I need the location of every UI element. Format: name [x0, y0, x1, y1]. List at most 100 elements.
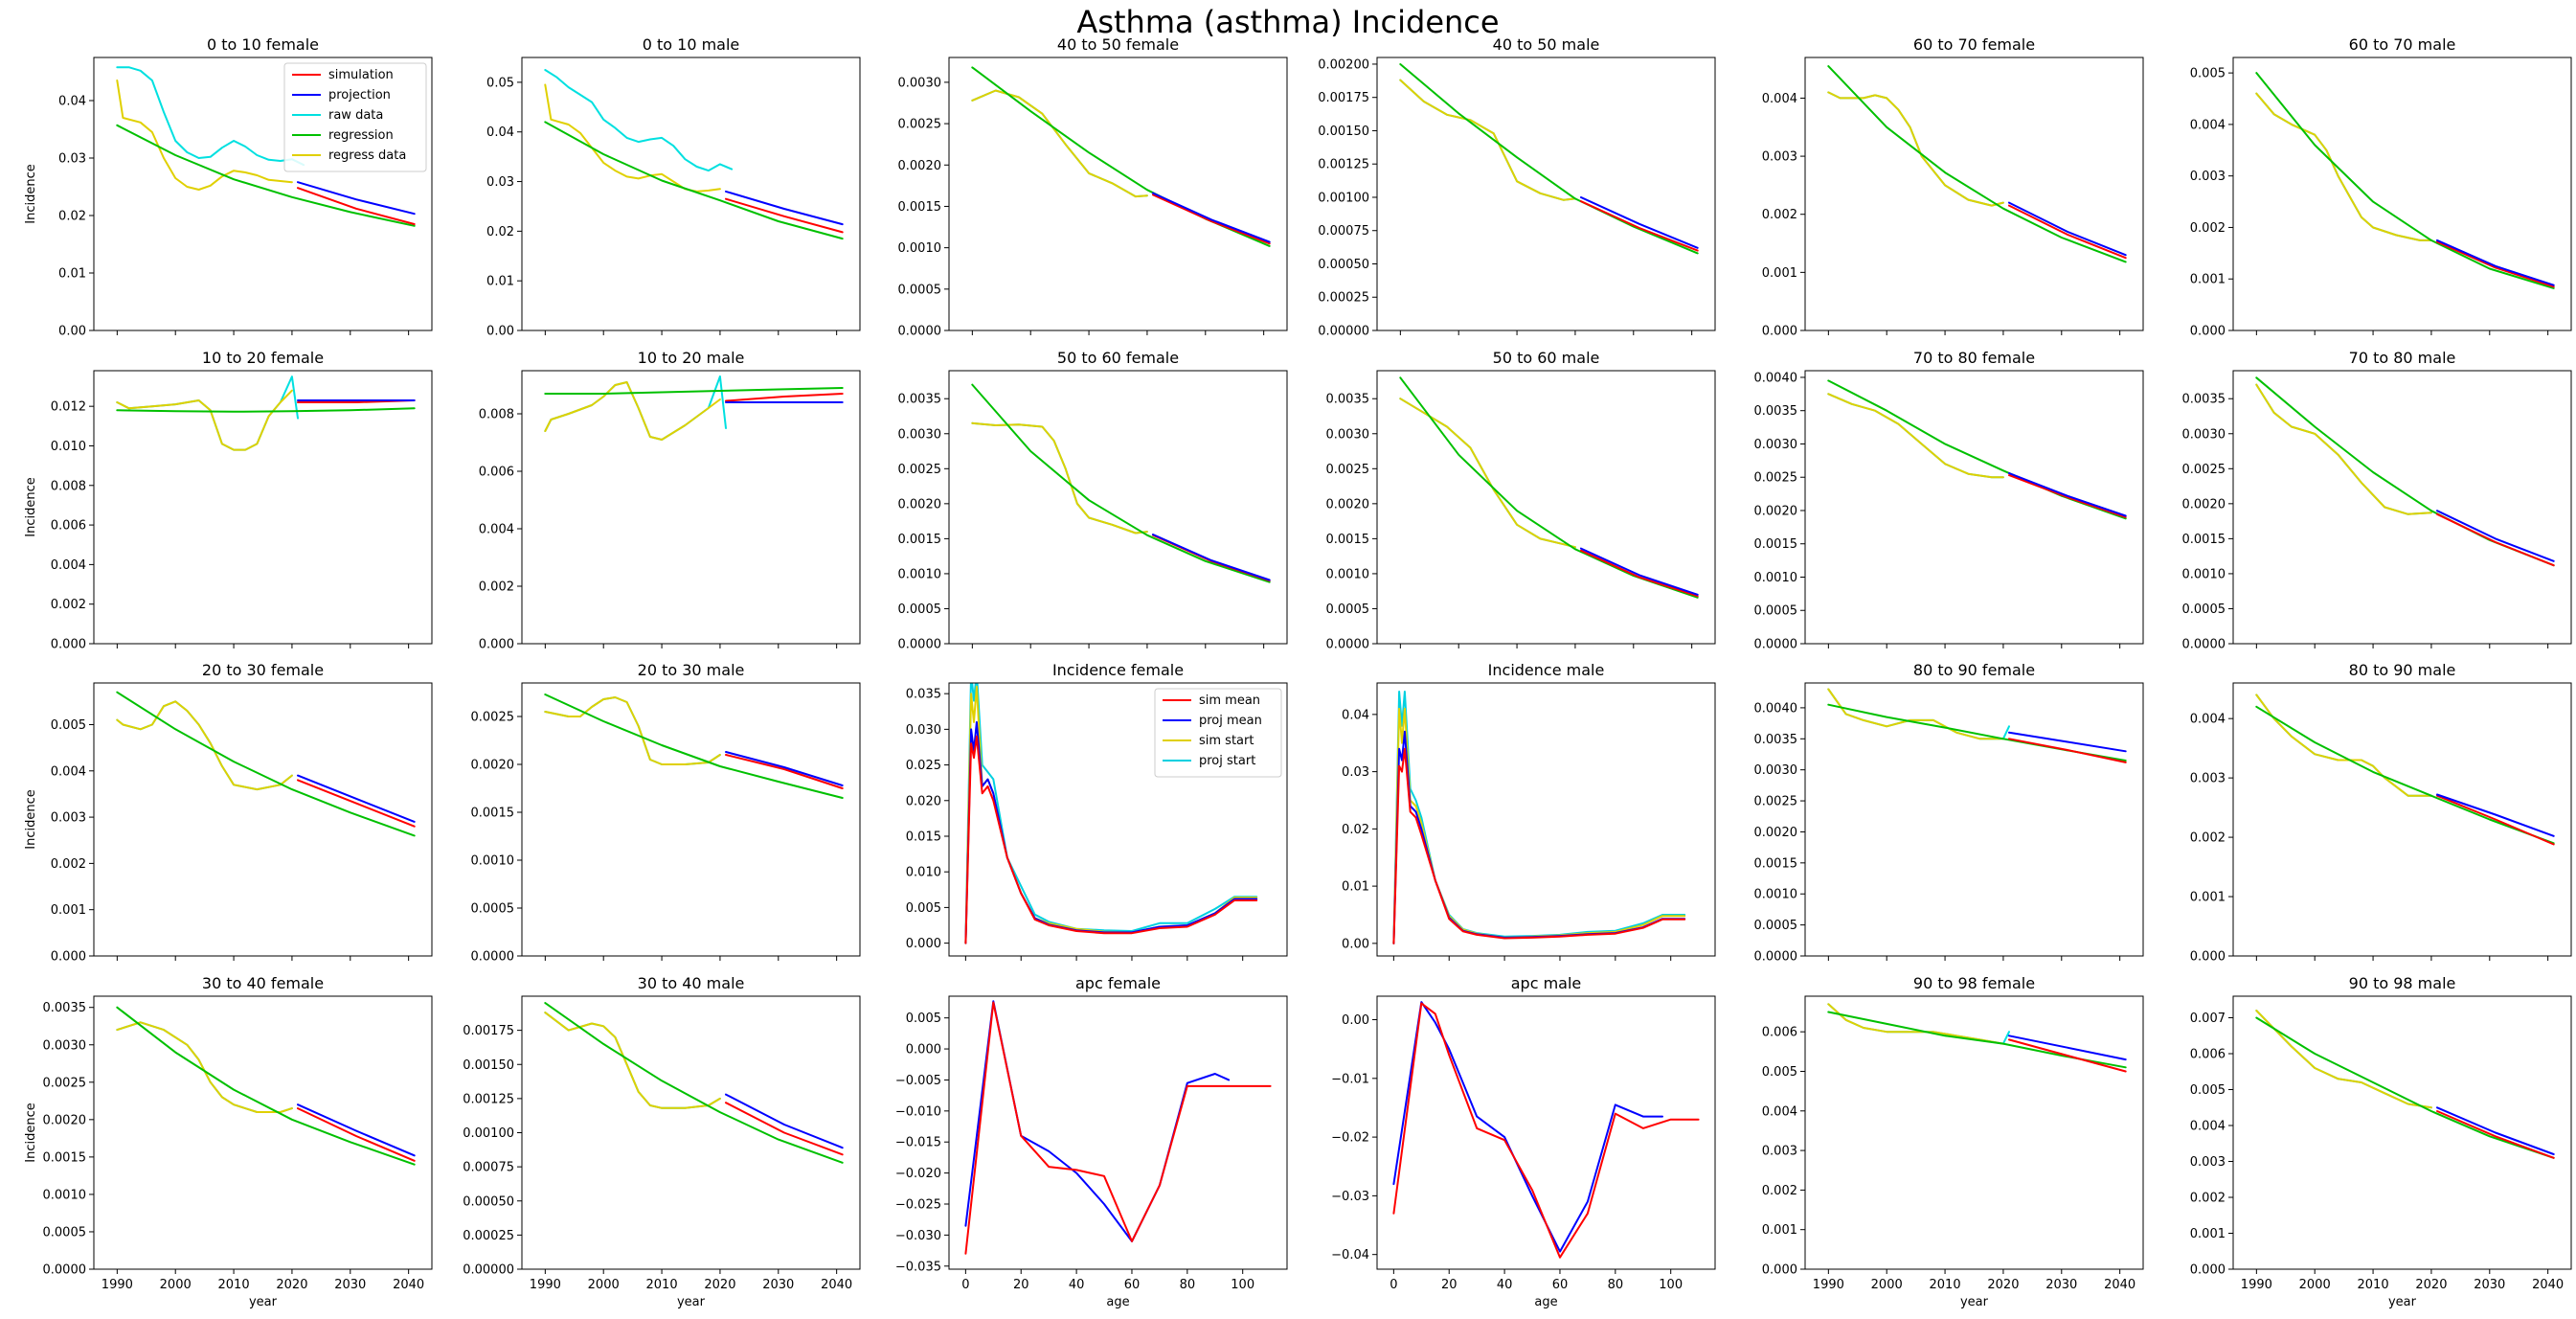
y-tick-label: 0.0030 [898, 427, 942, 442]
y-tick-label: 0.0025 [43, 1076, 87, 1090]
y-tick-label: 0.004 [51, 558, 86, 573]
series-line-simulation [2436, 240, 2555, 288]
panel-50-to-60-female: 50 to 60 female 0.0000 0.0005 0.0010 0.0015 0… [898, 349, 1288, 652]
y-tick-label: 0.0015 [471, 807, 515, 821]
y-tick-label: −0.025 [895, 1197, 941, 1212]
series-line-simulation [2008, 738, 2127, 763]
x-tick-label: 2040 [2532, 1278, 2564, 1292]
series-line-simulation [725, 1102, 844, 1156]
series-line-regress-data [1827, 393, 2004, 479]
y-tick-label: 0.00175 [1318, 91, 1369, 105]
plot-frame [2232, 370, 2572, 645]
x-tick-label: 2010 [646, 1278, 678, 1292]
series-line-regression [971, 383, 1271, 583]
x-tick-label: 20 [1013, 1278, 1029, 1292]
y-tick-label: 0.0020 [898, 159, 942, 173]
y-tick-label: 0.035 [906, 688, 941, 702]
y-tick-label: 0.0035 [1326, 393, 1370, 407]
y-tick-label: 0.0020 [471, 759, 515, 773]
y-tick-label: 0.00050 [463, 1194, 514, 1209]
legend-entry-proj-mean: proj mean [1199, 714, 1262, 728]
y-tick-label: 0.00000 [463, 1263, 514, 1278]
y-tick-label: 0.0000 [1754, 638, 1798, 652]
plot-frame [521, 370, 861, 645]
y-tick-label: 0.004 [479, 523, 514, 537]
series-line-simulation [725, 197, 844, 234]
y-tick-label: 0.0000 [2182, 638, 2226, 652]
legend-box [283, 62, 427, 172]
panel-70-to-80-male: 70 to 80 male 0.0000 0.0005 0.0010 0.0015 0.0… [2182, 349, 2572, 652]
series-line-regress-data [2255, 92, 2432, 241]
y-tick-label: 0.0035 [43, 1001, 87, 1015]
y-tick-label: 0.010 [51, 440, 86, 454]
series-line-simulation [1152, 193, 1271, 245]
y-tick-label: 0.04 [58, 95, 86, 109]
y-tick-label: 0.0010 [1326, 567, 1370, 581]
y-tick-label: 0.00025 [463, 1229, 514, 1243]
y-tick-label: 0.0025 [898, 463, 942, 477]
y-tick-label: 0.006 [2190, 1048, 2226, 1062]
y-tick-label: 0.00175 [463, 1024, 514, 1038]
series-line-regress-data [544, 381, 721, 441]
y-tick-label: −0.01 [1331, 1072, 1369, 1086]
y-tick-label: 0.000 [1762, 1263, 1797, 1278]
series-line-projection [297, 181, 416, 216]
plot-frame [93, 370, 433, 645]
series-line-regress-data [1827, 688, 2004, 740]
y-tick-label: 0.002 [51, 857, 86, 872]
series-line-projection [2436, 793, 2555, 837]
y-tick-label: 0.02 [1342, 823, 1369, 837]
x-tick-label: 40 [1069, 1278, 1085, 1292]
panel-0-to-10-female: 0 to 10 female 0.00 0.01 0.02 0.03 0.04 Incide… [24, 35, 433, 339]
panel-title: apc female [1075, 974, 1161, 992]
y-tick-label: 0.001 [1762, 266, 1797, 281]
panel-60-to-70-male: 60 to 70 male 0.000 0.001 0.002 0.003 0.004 0.… [2190, 35, 2572, 339]
panel-title: 10 to 20 female [202, 349, 324, 367]
x-tick-label: 80 [1180, 1278, 1196, 1292]
y-tick-label: 0.008 [51, 479, 86, 493]
series-group [116, 1006, 416, 1166]
series-group [1827, 1003, 2127, 1073]
x-tick-label: 80 [1608, 1278, 1624, 1292]
y-tick-label: 0.020 [906, 794, 941, 808]
x-tick-label: 2000 [160, 1278, 192, 1292]
y-tick-label: 0.003 [2190, 772, 2226, 786]
y-tick-label: 0.004 [1762, 92, 1797, 106]
series-line-regress-data [971, 421, 1148, 534]
y-tick-label: 0.004 [2190, 1120, 2226, 1134]
panel-70-to-80-female: 70 to 80 female 0.0000 0.0005 0.0010 0.0015 0… [1754, 349, 2144, 652]
y-tick-label: 0.006 [479, 466, 514, 480]
y-tick-label: 0.00125 [1318, 158, 1369, 172]
panel-incidence-female: Incidence female 0.000 0.005 0.010 0.015 0.02… [906, 661, 1288, 961]
y-tick-label: 0.005 [906, 901, 941, 916]
panel-10-to-20-male: 10 to 20 male 0.000 0.002 0.004 0.006 0.008 [479, 349, 861, 652]
series-line-regress-data [1827, 1003, 2004, 1045]
x-tick-label: 2030 [334, 1278, 366, 1292]
y-tick-label: 0.00100 [463, 1126, 514, 1141]
panel-20-to-30-female: 20 to 30 female 0.000 0.001 0.002 0.003 0.004… [24, 661, 433, 965]
panel-title: 50 to 60 female [1057, 349, 1179, 367]
series-line-regress-data [116, 80, 293, 191]
series-group [544, 1002, 844, 1164]
series-group [544, 375, 844, 441]
y-tick-label: 0.00 [1342, 937, 1369, 951]
y-tick-label: 0.001 [2190, 273, 2226, 287]
y-tick-label: 0.005 [2190, 67, 2226, 81]
y-tick-label: 0.0005 [1754, 919, 1798, 933]
y-tick-label: 0.015 [906, 830, 941, 844]
panel-title: 30 to 40 female [202, 974, 324, 992]
x-tick-label: 2000 [1871, 1278, 1903, 1292]
panel-title: 90 to 98 male [2349, 974, 2456, 992]
series-line-regress-data [2255, 1010, 2432, 1109]
series-line-regression [116, 1006, 416, 1166]
panel-title: 0 to 10 female [207, 35, 319, 54]
legend-entry-sim-start: sim start [1199, 734, 1254, 748]
y-tick-label: 0.0015 [2182, 533, 2226, 547]
series-group [964, 683, 1258, 944]
series-line-regression [1399, 63, 1699, 255]
series-line-regression [544, 387, 844, 395]
y-tick-label: 0.0030 [1754, 438, 1798, 452]
y-tick-label: 0.001 [51, 903, 86, 918]
y-tick-label: −0.04 [1331, 1248, 1369, 1262]
